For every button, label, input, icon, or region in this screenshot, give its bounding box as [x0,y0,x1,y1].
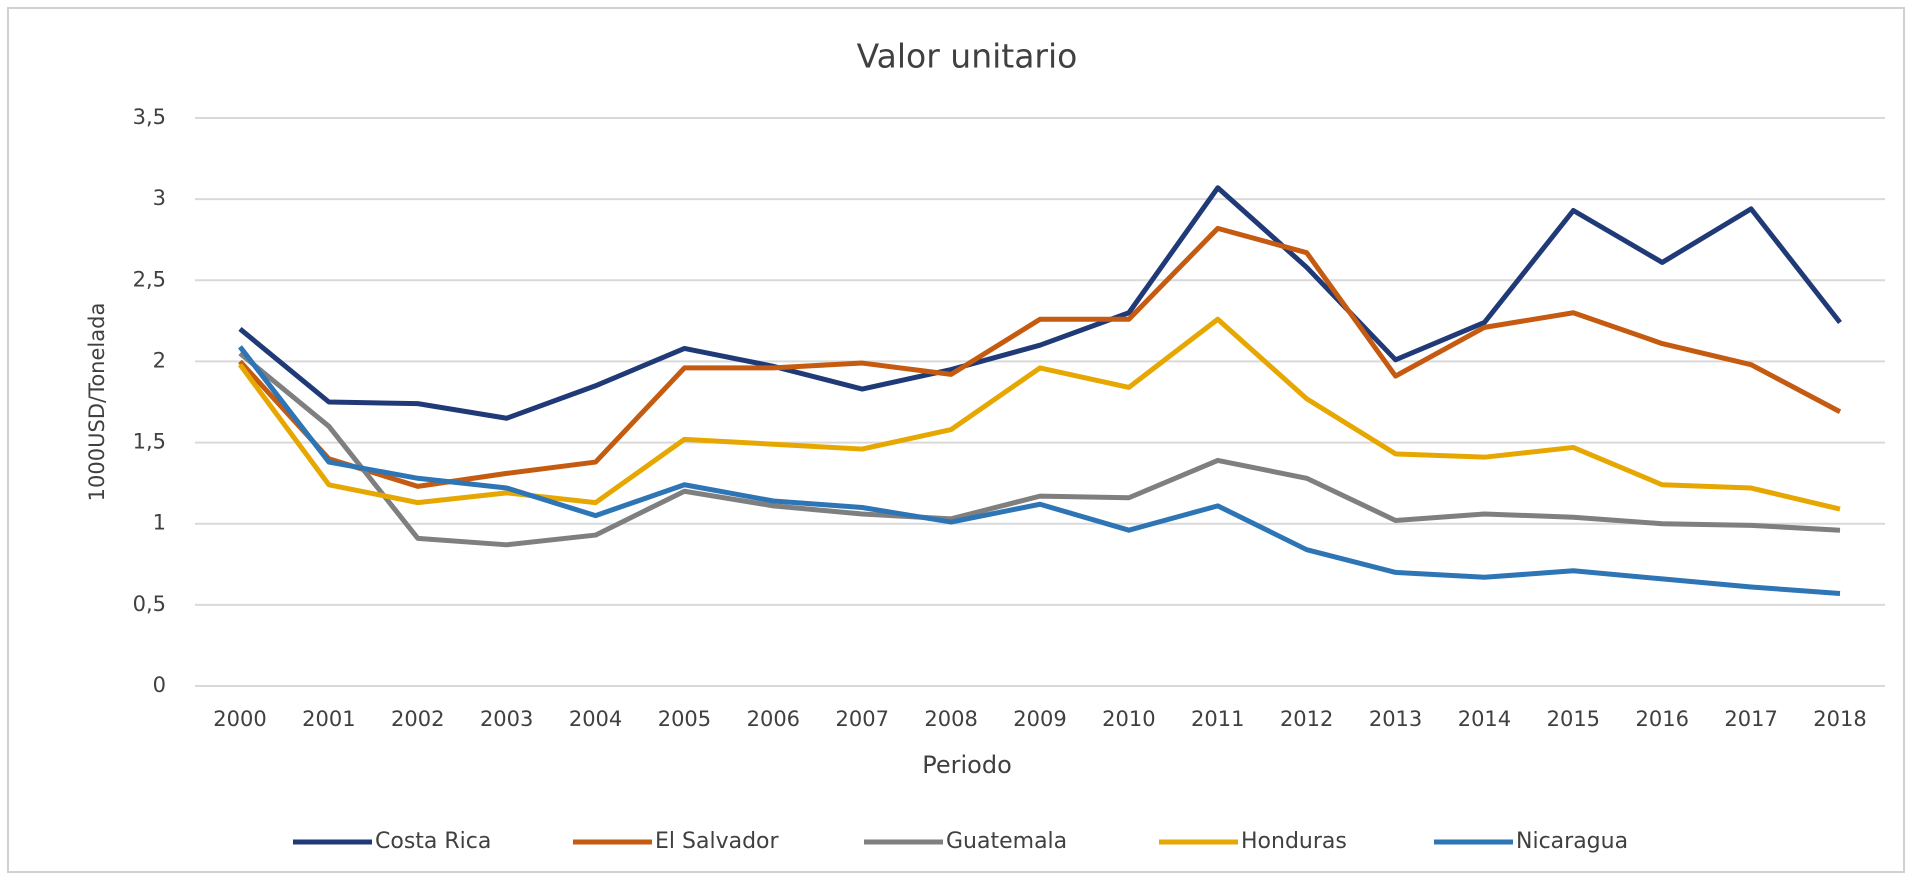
x-tick-label: 2010 [1102,707,1155,731]
x-tick-label: 2014 [1458,707,1511,731]
y-tick-label: 0 [153,673,166,697]
series-line [237,316,1841,512]
legend-label: Nicaragua [1516,829,1628,854]
series-line [238,345,1841,596]
x-tick-label: 2018 [1813,707,1866,731]
chart-border [7,7,1905,873]
x-tick-label: 2002 [391,707,444,731]
y-tick-label: 2 [153,348,166,372]
y-axis-label: 1000USD/Tonelada [85,303,109,502]
y-tick-label: 1 [153,511,166,535]
x-tick-label: 2016 [1635,707,1688,731]
legend-label: Honduras [1241,829,1347,854]
x-tick-label: 2015 [1547,707,1600,731]
y-tick-label: 3,5 [133,105,166,129]
x-tick-label: 2011 [1191,707,1244,731]
x-tick-label: 2004 [569,707,622,731]
x-tick-label: 2009 [1013,707,1066,731]
y-tick-label: 0,5 [133,592,166,616]
legend-label: El Salvador [655,829,779,854]
x-tick-label: 2001 [302,707,355,731]
y-tick-label: 3 [153,186,166,210]
x-tick-label: 2013 [1369,707,1422,731]
x-axis-label: Periodo [922,751,1012,779]
x-tick-label: 2005 [658,707,711,731]
x-tick-label: 2000 [213,707,266,731]
x-tick-label: 2007 [835,707,888,731]
y-tick-label: 1,5 [133,430,166,454]
series-line [238,225,1842,489]
legend-label: Costa Rica [375,829,491,854]
x-tick-label: 2012 [1280,707,1333,731]
chart-title: Valor unitario [857,37,1078,76]
legend-label: Guatemala [946,829,1067,854]
series-line [238,185,1842,421]
x-tick-label: 2006 [747,707,800,731]
y-tick-label: 2,5 [133,267,166,291]
x-tick-label: 2008 [924,707,977,731]
x-tick-label: 2003 [480,707,533,731]
series-line [238,351,1841,548]
x-tick-label: 2017 [1724,707,1777,731]
